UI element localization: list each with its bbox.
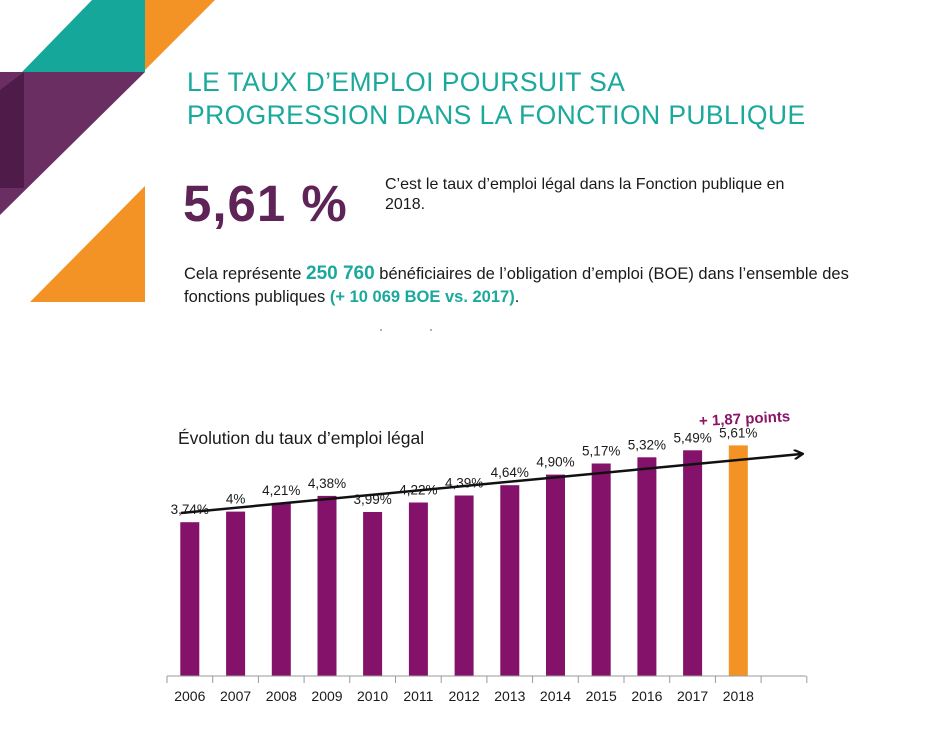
bars-group: [180, 445, 748, 676]
decorative-dot: [430, 329, 432, 331]
deco-purple-dark-strip: [0, 72, 24, 188]
page-title-line-1: LE TAUX D’EMPLOI POURSUIT SA: [187, 67, 626, 97]
value-label-2015: 5,17%: [582, 444, 620, 459]
page-title-line-2: PROGRESSION DANS LA FONCTION PUBLIQUE: [187, 100, 806, 130]
value-label-2006: 3,74%: [171, 502, 209, 517]
decorative-dot: [380, 329, 382, 331]
bar-2016: [637, 457, 657, 676]
value-label-2009: 4,38%: [308, 476, 346, 491]
summary-count: 250 760: [306, 263, 375, 284]
x-axis: 2006 2007 2008 2009 2010 2011 2012 2013 2014 2015…: [166, 675, 808, 704]
x-tick-2008: 2008: [266, 688, 297, 704]
summary-paragraph: Cela représente 250 760 bénéficiaires de…: [184, 262, 884, 309]
kpi-value: 5,61 %: [183, 175, 348, 232]
kpi-description: C’est le taux d’emploi légal dans la Fon…: [385, 176, 785, 213]
bar-2009: [317, 495, 337, 676]
x-tick-2016: 2016: [631, 688, 662, 704]
decorative-triangles: [0, 0, 215, 302]
summary-text-2: bénéficiaires de l’obligation d’emploi (…: [184, 265, 849, 306]
x-tick-2017: 2017: [677, 688, 708, 704]
deco-orange-top-triangle: [145, 0, 215, 70]
x-tick-2007: 2007: [220, 688, 251, 704]
value-label-2018: 5,61%: [719, 425, 757, 440]
bar-2007: [226, 511, 246, 676]
bar-2006: [180, 522, 200, 676]
x-tick-2006: 2006: [174, 688, 205, 704]
x-tick-2014: 2014: [540, 688, 571, 704]
x-tick-2010: 2010: [357, 688, 388, 704]
x-tick-2009: 2009: [311, 688, 342, 704]
value-label-2008: 4,21%: [262, 483, 300, 498]
bar-2013: [500, 485, 520, 676]
bar-2015: [591, 463, 611, 676]
bar-2012: [454, 495, 474, 676]
x-tick-2011: 2011: [403, 688, 433, 704]
value-label-2013: 4,64%: [491, 465, 529, 480]
bar-2017: [683, 450, 703, 676]
bar-2014: [546, 474, 565, 676]
x-tick-2013: 2013: [494, 688, 525, 704]
summary-text-3: .: [514, 288, 520, 306]
bar-2018: [728, 445, 748, 676]
x-tick-2018: 2018: [723, 688, 754, 704]
value-label-2017: 5,49%: [673, 430, 711, 445]
bar-2008: [271, 502, 291, 676]
deco-purple-triangle: [0, 72, 145, 215]
bar-2011: [408, 502, 428, 676]
page-title: LE TAUX D’EMPLOI POURSUIT SA PROGRESSION…: [187, 66, 907, 132]
chart-title: Évolution du taux d’emploi légal: [178, 428, 425, 448]
value-label-2007: 4%: [226, 492, 246, 507]
summary-text-1: Cela représente: [184, 265, 306, 283]
bar-2010: [363, 512, 383, 676]
value-label-2016: 5,32%: [628, 437, 666, 452]
deco-orange-bottom-triangle: [30, 186, 145, 302]
deco-teal-triangle: [22, 0, 145, 72]
value-label-2014: 4,90%: [536, 455, 574, 470]
trend-arrow: [180, 454, 801, 515]
x-tick-2015: 2015: [586, 688, 617, 704]
x-tick-2012: 2012: [449, 688, 480, 704]
summary-delta: (+ 10 069 BOE vs. 2017): [329, 288, 515, 306]
